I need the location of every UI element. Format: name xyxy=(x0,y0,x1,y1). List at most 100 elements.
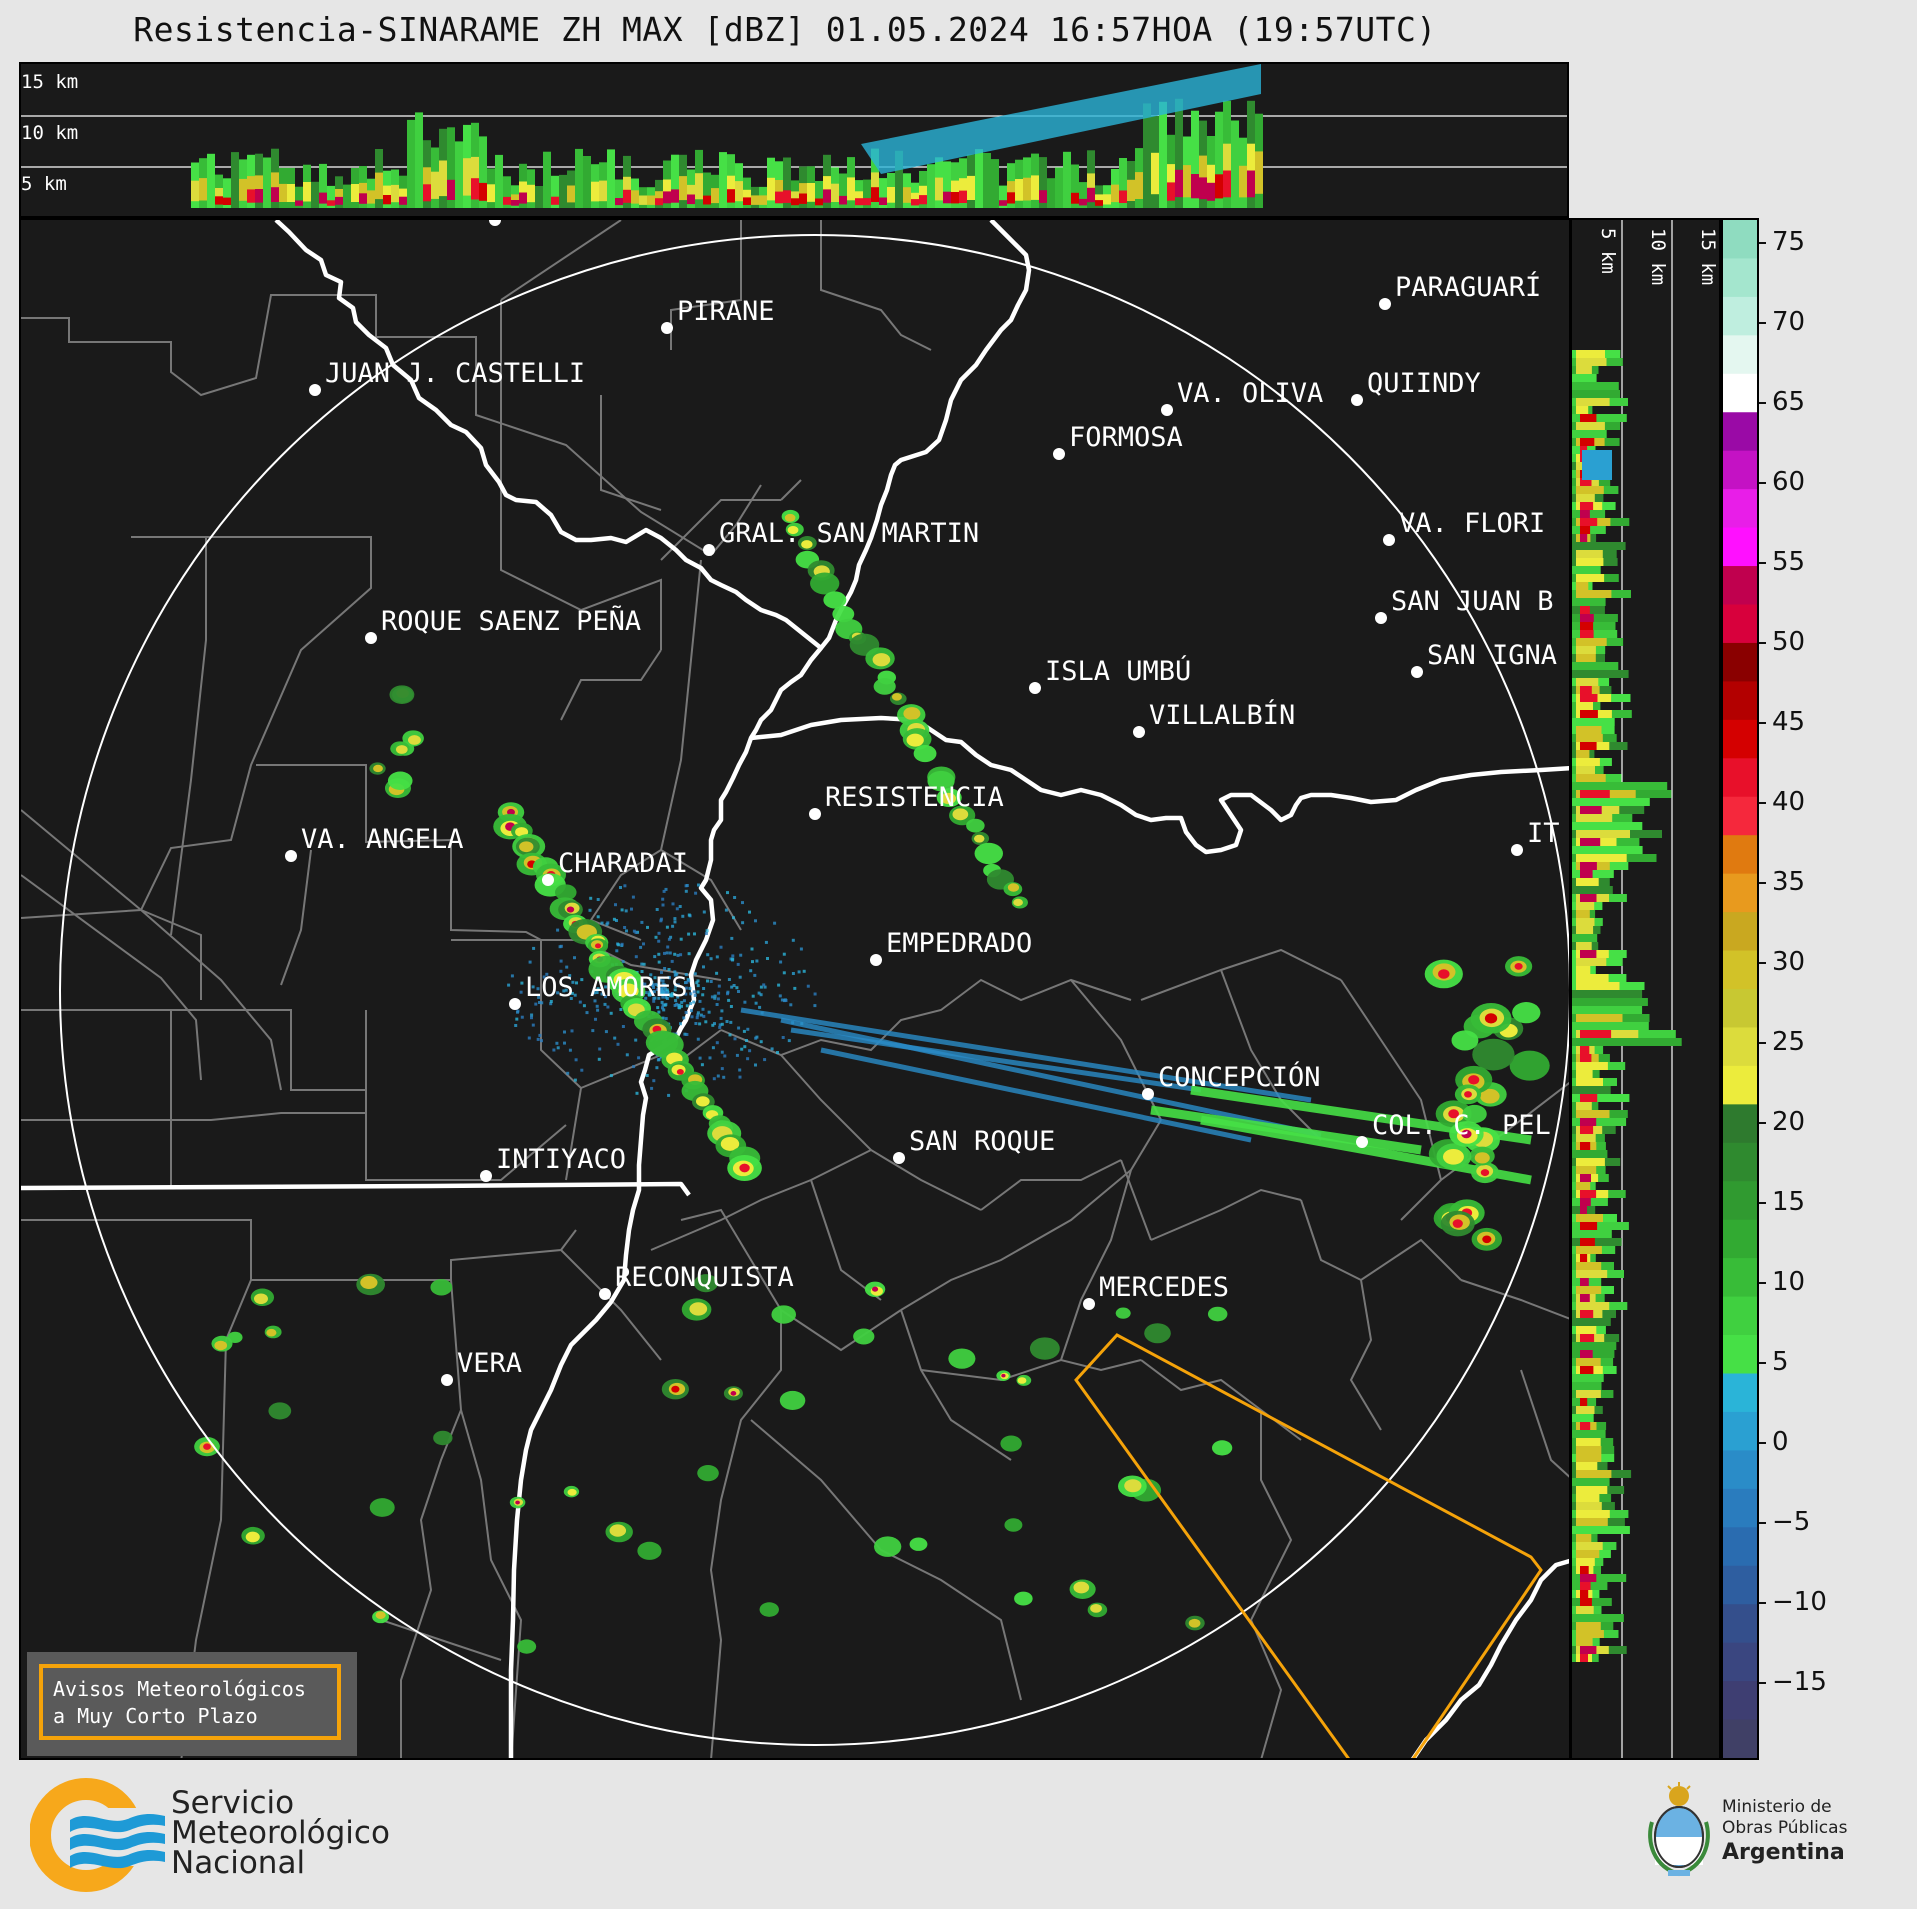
city-dot-icon xyxy=(509,998,521,1010)
city-marker[interactable]: EMPEDRADO xyxy=(870,928,1032,966)
city-dot-icon xyxy=(661,322,673,334)
side-cross-section-panel: 5 km 10 km 15 km xyxy=(1570,218,1721,1760)
top-label-5km: 5 km xyxy=(21,173,67,195)
top-label-15km: 15 km xyxy=(21,71,78,93)
colorbar-tick-label: 40 xyxy=(1759,787,1805,817)
city-marker[interactable]: SAN IGNA xyxy=(1411,640,1557,678)
city-dot-icon xyxy=(285,850,297,862)
city-dot-icon xyxy=(1511,844,1523,856)
colorbar-tick-label: 5 xyxy=(1759,1347,1789,1377)
city-dot-icon xyxy=(1053,448,1065,460)
city-label: INTIYACO xyxy=(496,1144,626,1175)
warning-legend: Avisos Meteorológicos a Muy Corto Plazo xyxy=(27,1652,357,1756)
city-marker[interactable]: CMTE. FONTANA xyxy=(489,220,716,226)
city-label: CONCEPCIÓN xyxy=(1158,1061,1321,1093)
city-label: SAN JUAN B xyxy=(1391,586,1554,617)
city-marker[interactable]: CONCEPCIÓN xyxy=(1142,1061,1321,1100)
city-dot-icon xyxy=(703,544,715,556)
city-marker[interactable]: VA. FLORI xyxy=(1383,508,1545,546)
city-label: PIRANE xyxy=(677,296,775,327)
city-marker[interactable]: PARAGUARÍ xyxy=(1379,271,1541,310)
city-label: EMPEDRADO xyxy=(886,928,1032,959)
city-marker[interactable]: RECONQUISTA xyxy=(599,1262,794,1300)
city-marker[interactable]: IT xyxy=(1511,818,1560,856)
city-dot-icon xyxy=(309,384,321,396)
colorbar-tick-label: 30 xyxy=(1759,947,1805,977)
city-label: JUAN J. CASTELLI xyxy=(325,358,585,389)
colorbar-tick-label: 65 xyxy=(1759,387,1805,417)
city-marker[interactable]: VERA xyxy=(441,1348,522,1386)
city-label: RECONQUISTA xyxy=(615,1262,794,1293)
city-marker[interactable]: FORMOSA xyxy=(1053,422,1183,460)
city-marker[interactable]: SAN JUAN B xyxy=(1375,586,1554,624)
radar-map[interactable]: CMTE. FONTANAASUNCIÓNPARAGUARÍPIRANEJUAN… xyxy=(19,218,1571,1760)
colorbar-tick-label: 10 xyxy=(1759,1267,1805,1297)
colorbar-tick-label: 50 xyxy=(1759,627,1805,657)
side-label-15km: 15 km xyxy=(1697,228,1719,285)
city-marker[interactable]: ROQUE SAENZ PEÑA xyxy=(365,605,641,644)
radar-map-canvas: CMTE. FONTANAASUNCIÓNPARAGUARÍPIRANEJUAN… xyxy=(21,220,1569,1760)
city-label: GRAL. SAN MARTIN xyxy=(719,518,979,549)
city-marker[interactable]: GRAL. SAN MARTIN xyxy=(703,518,979,556)
city-marker[interactable]: VA. OLIVA xyxy=(1161,378,1323,416)
city-label: MERCEDES xyxy=(1099,1272,1229,1303)
city-marker[interactable]: ISLA UMBÚ xyxy=(1029,655,1191,694)
warning-legend-line2: a Muy Corto Plazo xyxy=(53,1704,258,1728)
city-label: FORMOSA xyxy=(1069,422,1183,453)
city-label: LOS AMORES xyxy=(525,972,688,1003)
colorbar-tick-label: 15 xyxy=(1759,1187,1805,1217)
warning-polygon[interactable] xyxy=(1074,1333,1543,1760)
city-label: PARAGUARÍ xyxy=(1395,271,1541,303)
city-marker[interactable]: QUIINDY xyxy=(1351,368,1481,406)
city-marker[interactable]: JUAN J. CASTELLI xyxy=(309,358,585,396)
top-label-10km: 10 km xyxy=(21,122,78,144)
colorbar-tick-label: 0 xyxy=(1759,1427,1789,1457)
city-dot-icon xyxy=(1133,726,1145,738)
city-marker[interactable]: VILLALBÍN xyxy=(1133,699,1295,738)
colorbar-tick-label: 20 xyxy=(1759,1107,1805,1137)
city-marker[interactable]: LOS AMORES xyxy=(509,972,688,1010)
colorbar-gradient xyxy=(1723,220,1757,1759)
city-dot-icon xyxy=(893,1152,905,1164)
city-label: COL. C. PEL xyxy=(1372,1110,1551,1141)
city-marker[interactable]: INTIYACO xyxy=(480,1144,626,1182)
city-label: ISLA UMBÚ xyxy=(1045,655,1191,687)
city-dot-icon xyxy=(542,874,554,886)
city-dot-icon xyxy=(489,220,501,226)
warning-legend-frame: Avisos Meteorológicos a Muy Corto Plazo xyxy=(39,1664,341,1740)
city-marker[interactable]: COL. C. PEL xyxy=(1356,1110,1551,1148)
city-dot-icon xyxy=(1375,612,1387,624)
city-dot-icon xyxy=(1083,1298,1095,1310)
city-marker[interactable]: RESISTENCIA xyxy=(809,782,1004,820)
national-borders xyxy=(21,220,1569,1758)
smn-logo-icon xyxy=(29,1778,166,1897)
ministry-line3: Argentina xyxy=(1722,1840,1845,1865)
city-dot-icon xyxy=(1383,534,1395,546)
city-label: CHARADAI xyxy=(558,848,688,879)
city-label: VA. FLORI xyxy=(1399,508,1545,539)
colorbar-tick-label: 25 xyxy=(1759,1027,1805,1057)
colorbar-tick-label: −5 xyxy=(1759,1507,1810,1537)
city-marker[interactable]: PIRANE xyxy=(661,296,775,334)
ministry-line2: Obras Públicas xyxy=(1722,1818,1848,1838)
city-marker[interactable]: SAN ROQUE xyxy=(893,1126,1055,1164)
colorbar-tick-label: 60 xyxy=(1759,467,1805,497)
colorbar-tick-label: 75 xyxy=(1759,227,1805,257)
city-label: SAN ROQUE xyxy=(909,1126,1055,1157)
city-marker[interactable]: CHARADAI xyxy=(542,848,688,886)
city-dot-icon xyxy=(599,1288,611,1300)
city-dot-icon xyxy=(480,1170,492,1182)
city-label: VA. ANGELA xyxy=(301,824,464,855)
city-dot-icon xyxy=(1029,682,1041,694)
city-dot-icon xyxy=(809,808,821,820)
city-dot-icon xyxy=(1142,1088,1154,1100)
city-label: VILLALBÍN xyxy=(1149,699,1295,731)
city-dot-icon xyxy=(441,1374,453,1386)
range-ring xyxy=(59,234,1569,1746)
city-marker[interactable]: VA. ANGELA xyxy=(285,824,464,862)
side-label-10km: 10 km xyxy=(1647,228,1669,285)
colorbar-tick-label: 55 xyxy=(1759,547,1805,577)
city-marker[interactable]: MERCEDES xyxy=(1083,1272,1229,1310)
dbz-colorbar xyxy=(1721,218,1759,1760)
city-dot-icon xyxy=(870,954,882,966)
